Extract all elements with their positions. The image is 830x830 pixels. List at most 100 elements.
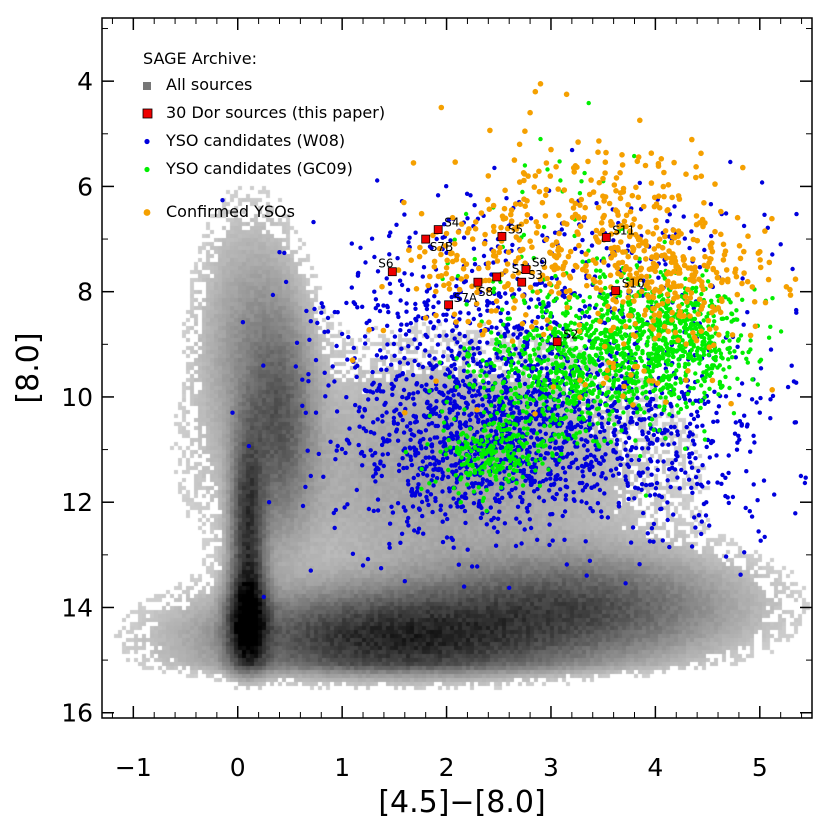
yso-w08-point: [457, 296, 463, 302]
yso-gc09-point: [770, 296, 775, 301]
yso-w08-point: [734, 447, 740, 452]
yso-gc09-point: [585, 329, 590, 334]
yso-w08-point: [532, 387, 537, 392]
yso-w08-point: [431, 304, 436, 310]
yso-w08-point: [529, 435, 534, 440]
yso-gc09-point: [506, 443, 511, 448]
yso-w08-point: [475, 564, 480, 569]
yso-w08-point: [461, 368, 467, 373]
yso-gc09-point: [746, 349, 751, 355]
yso-gc09-point: [541, 224, 547, 230]
yso-gc09-point: [439, 409, 445, 414]
yso-gc09-point: [682, 326, 687, 331]
yso-gc09-point: [616, 390, 622, 396]
yso-w08-point: [647, 493, 653, 498]
yso-w08-point: [362, 334, 368, 339]
confirmed-yso-point: [576, 242, 582, 249]
yso-w08-point: [312, 306, 317, 312]
yso-gc09-point: [549, 451, 555, 456]
yso-w08-point: [651, 539, 656, 544]
yso-w08-point: [598, 429, 603, 435]
yso-gc09-point: [592, 399, 597, 404]
confirmed-yso-point: [699, 279, 705, 285]
yso-gc09-point: [487, 445, 493, 450]
yso-gc09-point: [682, 364, 688, 369]
yso-w08-point: [514, 415, 519, 421]
confirmed-yso-point: [619, 259, 626, 266]
confirmed-yso-point: [586, 273, 592, 280]
yso-w08-point: [477, 351, 482, 356]
confirmed-yso-point: [693, 174, 699, 181]
yso-w08-point: [494, 325, 499, 330]
yso-w08-point: [631, 410, 636, 415]
yso-gc09-point: [669, 373, 674, 378]
yso-w08-point: [472, 262, 478, 267]
confirmed-yso-point: [762, 228, 768, 234]
confirmed-yso-point: [741, 270, 747, 276]
yso-gc09-point: [634, 389, 640, 394]
confirmed-yso-point: [614, 229, 620, 236]
yso-gc09-point: [521, 426, 527, 431]
yso-gc09-point: [651, 347, 657, 352]
yso-gc09-point: [604, 350, 609, 355]
yso-w08-point: [683, 470, 688, 475]
yso-w08-point: [444, 250, 449, 255]
confirmed-yso-point: [694, 237, 701, 244]
yso-gc09-point: [758, 357, 764, 362]
yso-gc09-point: [452, 237, 457, 242]
confirmed-yso-point: [611, 306, 618, 312]
yso-w08-point: [458, 425, 463, 431]
confirmed-yso-point: [629, 276, 635, 282]
yso-w08-point: [519, 499, 525, 505]
yso-gc09-point: [553, 360, 559, 365]
confirmed-yso-point: [510, 273, 516, 279]
yso-gc09-point: [744, 356, 749, 361]
yso-gc09-point: [583, 428, 589, 434]
yso-w08-point: [472, 203, 477, 208]
yso-w08-point: [605, 515, 611, 520]
yso-gc09-point: [707, 386, 712, 391]
yso-w08-point: [323, 394, 328, 399]
yso-w08-point: [400, 456, 405, 461]
confirmed-yso-point: [669, 309, 675, 316]
yso-gc09-point: [680, 338, 685, 343]
yso-w08-point: [405, 361, 411, 366]
yso-gc09-point: [538, 369, 543, 375]
yso-w08-point: [371, 474, 376, 479]
yso-w08-point: [742, 550, 747, 555]
yso-w08-point: [649, 406, 654, 412]
yso-w08-point: [495, 355, 500, 360]
yso-w08-point: [639, 482, 645, 487]
yso-w08-point: [476, 481, 481, 486]
yso-w08-point: [603, 452, 608, 457]
yso-gc09-point: [608, 334, 614, 340]
confirmed-yso-point: [417, 244, 423, 251]
yso-w08-point: [389, 381, 394, 387]
yso-w08-point: [401, 387, 407, 393]
yso-w08-point: [360, 463, 365, 468]
confirmed-yso-point: [416, 253, 423, 260]
yso-w08-point: [447, 407, 452, 412]
yso-w08-point: [476, 403, 481, 408]
yso-w08-point: [687, 451, 692, 457]
yso-gc09-point: [656, 324, 661, 329]
yso-w08-point: [590, 230, 595, 236]
yso-w08-point: [596, 412, 602, 417]
yso-w08-point: [399, 282, 405, 288]
yso-w08-point: [765, 225, 770, 230]
yso-w08-point: [333, 457, 338, 462]
yso-gc09-point: [521, 232, 527, 238]
yso-gc09-point: [621, 346, 626, 351]
yso-w08-point: [330, 364, 335, 369]
yso-gc09-point: [615, 363, 620, 368]
yso-w08-point: [547, 542, 552, 548]
yso-w08-point: [557, 393, 562, 398]
yso-gc09-point: [552, 397, 557, 402]
yso-gc09-point: [624, 371, 629, 376]
yso-w08-point: [606, 420, 611, 426]
yso-w08-point: [366, 506, 372, 512]
confirmed-yso-point: [349, 357, 356, 363]
yso-gc09-point: [587, 355, 592, 360]
confirmed-yso-point: [583, 268, 589, 274]
yso-w08-point: [413, 306, 418, 311]
